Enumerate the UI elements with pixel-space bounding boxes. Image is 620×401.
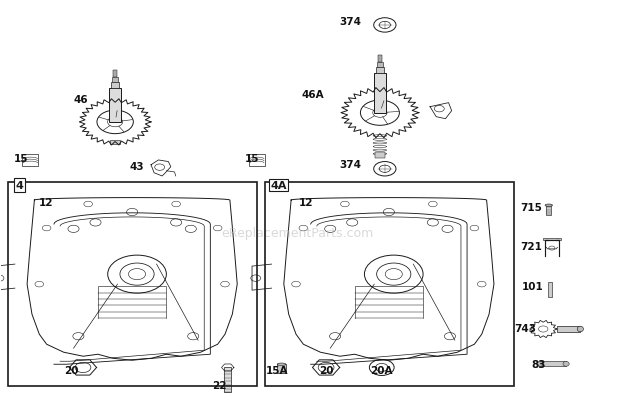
Bar (540, 362, 566, 367)
Text: eReplacementParts.com: eReplacementParts.com (221, 226, 374, 239)
Text: 101: 101 (522, 281, 544, 291)
Text: 83: 83 (531, 359, 546, 369)
Bar (22, 154, 38, 166)
Bar (548, 282, 552, 297)
Bar (374, 73, 386, 113)
Bar (543, 238, 560, 241)
Text: 12: 12 (299, 198, 313, 208)
Bar (375, 152, 385, 158)
Text: 715: 715 (520, 202, 542, 212)
Bar (557, 326, 580, 332)
Text: 374: 374 (340, 17, 361, 26)
Ellipse shape (563, 362, 569, 367)
Bar (8, 182, 257, 386)
Text: 743: 743 (514, 324, 536, 334)
Text: 721: 721 (520, 241, 542, 251)
Ellipse shape (577, 326, 583, 332)
Bar (546, 206, 551, 216)
Bar (277, 365, 286, 373)
Text: 43: 43 (130, 161, 144, 171)
Bar (109, 89, 122, 123)
Bar (110, 140, 120, 144)
Ellipse shape (545, 205, 552, 207)
Text: 46: 46 (74, 95, 88, 105)
Text: 12: 12 (39, 198, 53, 208)
Text: 20: 20 (319, 365, 334, 375)
Text: 15A: 15A (265, 365, 288, 375)
Bar (113, 71, 117, 78)
Text: 15: 15 (14, 153, 29, 163)
Text: 4A: 4A (270, 180, 287, 190)
Text: 15: 15 (245, 153, 260, 163)
Bar (377, 63, 383, 67)
Text: 374: 374 (340, 159, 361, 169)
Bar (378, 55, 382, 63)
Text: 46A: 46A (302, 89, 325, 99)
Bar (249, 154, 265, 166)
Text: 20: 20 (64, 365, 78, 375)
Ellipse shape (537, 362, 543, 367)
Bar (265, 182, 514, 386)
Bar (111, 83, 119, 89)
Text: 20A: 20A (371, 365, 393, 375)
Bar (376, 67, 384, 73)
Text: 22: 22 (211, 380, 226, 390)
Bar (224, 368, 231, 392)
Ellipse shape (277, 363, 286, 366)
Text: 4: 4 (16, 180, 24, 190)
Bar (112, 78, 118, 83)
